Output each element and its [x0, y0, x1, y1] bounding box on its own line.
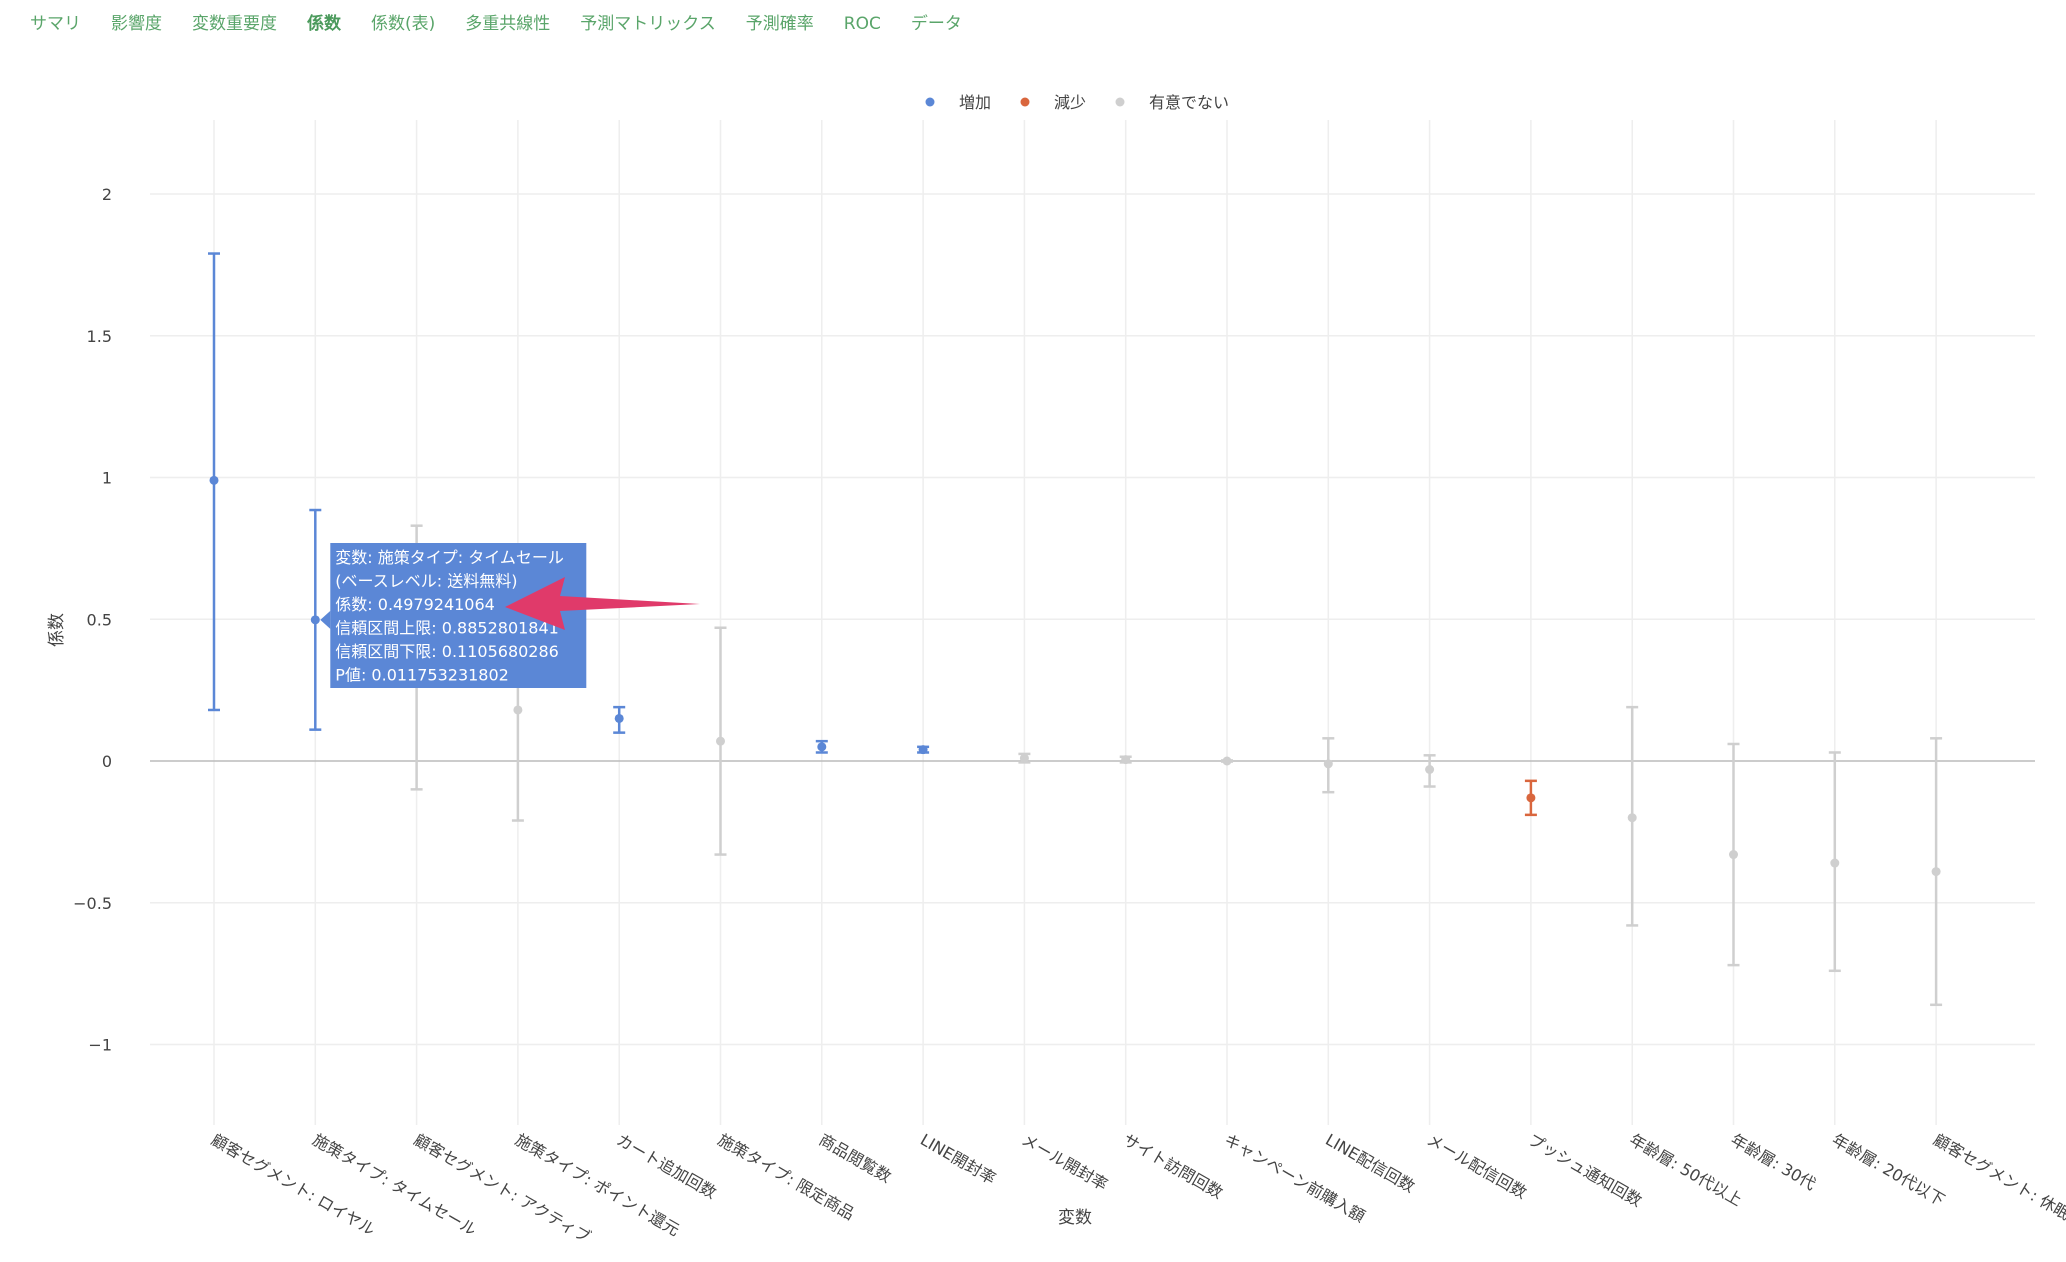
- tooltip-line: 係数: 0.4979241064: [335, 595, 495, 614]
- y-axis: 2 1.5 1 0.5 0 −0.5 −1 係数: [47, 185, 112, 1055]
- data-point[interactable]: [1830, 858, 1840, 868]
- data-point[interactable]: [1627, 813, 1637, 823]
- x-tick-label: メール開封率: [1018, 1130, 1111, 1194]
- tab-coefficients-table[interactable]: 係数(表): [371, 14, 436, 34]
- x-tick-label: 施策タイプ: タイムセール: [309, 1130, 480, 1240]
- x-axis-title: 変数: [1058, 1208, 1092, 1228]
- legend-label[interactable]: 有意でない: [1149, 93, 1229, 112]
- legend-label[interactable]: 減少: [1054, 93, 1086, 112]
- x-tick-label: LINE開封率: [917, 1130, 999, 1188]
- arrow-shape: [505, 577, 700, 630]
- legend-label[interactable]: 増加: [959, 93, 991, 112]
- x-tick-label: 商品閲覧数: [816, 1130, 895, 1186]
- tab-influence[interactable]: 影響度: [111, 14, 162, 34]
- annotation-arrow: [505, 577, 700, 630]
- tab-coefficients[interactable]: 係数: [307, 14, 341, 34]
- x-tick-label: 施策タイプ: ポイント還元: [512, 1130, 683, 1240]
- data-point[interactable]: [817, 742, 827, 752]
- data-point[interactable]: [918, 745, 928, 755]
- data-point[interactable]: [310, 615, 320, 625]
- data-point[interactable]: [1323, 759, 1333, 769]
- data-point[interactable]: [1019, 753, 1029, 763]
- y-tick-label: −1: [88, 1036, 112, 1055]
- legend-marker[interactable]: [1020, 97, 1030, 107]
- tab-prediction-probability[interactable]: 予測確率: [745, 14, 814, 34]
- x-tick-label: 顧客セグメント: ロイヤル: [208, 1130, 379, 1239]
- tab-data[interactable]: データ: [910, 14, 962, 34]
- legend[interactable]: 増加 減少 有意でない: [925, 93, 1230, 112]
- data-point[interactable]: [513, 705, 523, 715]
- y-tick-label: −0.5: [73, 894, 112, 913]
- data-point[interactable]: [1526, 793, 1536, 803]
- tab-multicollinearity[interactable]: 多重共線性: [465, 14, 551, 34]
- y-tick-label: 0: [102, 752, 112, 771]
- tooltip-line: P値: 0.011753231802: [335, 666, 509, 685]
- data-point[interactable]: [1121, 755, 1131, 765]
- data-point[interactable]: [1222, 756, 1232, 766]
- tooltip-line: 信頼区間上限: 0.8852801841: [335, 619, 559, 638]
- tab-summary[interactable]: サマリ: [30, 14, 81, 34]
- x-tick-label: プッシュ通知回数: [1525, 1130, 1645, 1210]
- x-tick-label: メール配信回数: [1424, 1130, 1531, 1202]
- y-tick-label: 0.5: [87, 610, 112, 629]
- x-tick-label: サイト訪問回数: [1120, 1130, 1227, 1202]
- tooltip-line: (ベースレベル: 送料無料): [335, 572, 517, 591]
- tooltip-line: 信頼区間下限: 0.1105680286: [335, 642, 559, 661]
- x-tick-label: 年齢層: 50代以上: [1626, 1130, 1745, 1210]
- hover-tooltip: 変数: 施策タイプ: タイムセール (ベースレベル: 送料無料) 係数: 0.497…: [320, 543, 587, 688]
- x-tick-label: 顧客セグメント: 休眠: [1930, 1130, 2066, 1224]
- data-point[interactable]: [209, 475, 219, 485]
- y-tick-label: 2: [102, 185, 112, 204]
- tooltip-pointer: [320, 610, 331, 629]
- tab-roc[interactable]: ROC: [843, 14, 881, 34]
- y-tick-label: 1: [102, 469, 112, 488]
- x-tick-label: 年齢層: 20代以下: [1829, 1130, 1948, 1210]
- data-point[interactable]: [1425, 765, 1435, 775]
- x-tick-label: 年齢層: 30代: [1728, 1130, 1820, 1194]
- x-tick-label: LINE配信回数: [1322, 1130, 1418, 1196]
- data-point[interactable]: [1729, 850, 1738, 860]
- tab-prediction-matrix[interactable]: 予測マトリックス: [580, 14, 716, 34]
- x-tick-label: 顧客セグメント: アクティブ: [411, 1130, 594, 1247]
- tab-bar: サマリ 影響度 変数重要度 係数 係数(表) 多重共線性 予測マトリックス 予測…: [30, 12, 992, 52]
- y-tick-label: 1.5: [87, 327, 112, 346]
- tab-variable-importance[interactable]: 変数重要度: [192, 14, 277, 34]
- tooltip-line: 変数: 施策タイプ: タイムセール: [335, 548, 564, 567]
- legend-marker[interactable]: [1115, 97, 1125, 107]
- data-point[interactable]: [614, 713, 624, 723]
- legend-marker[interactable]: [925, 97, 935, 107]
- y-axis-title: 係数: [47, 613, 67, 647]
- data-point[interactable]: [716, 736, 725, 746]
- data-point[interactable]: [1931, 867, 1941, 877]
